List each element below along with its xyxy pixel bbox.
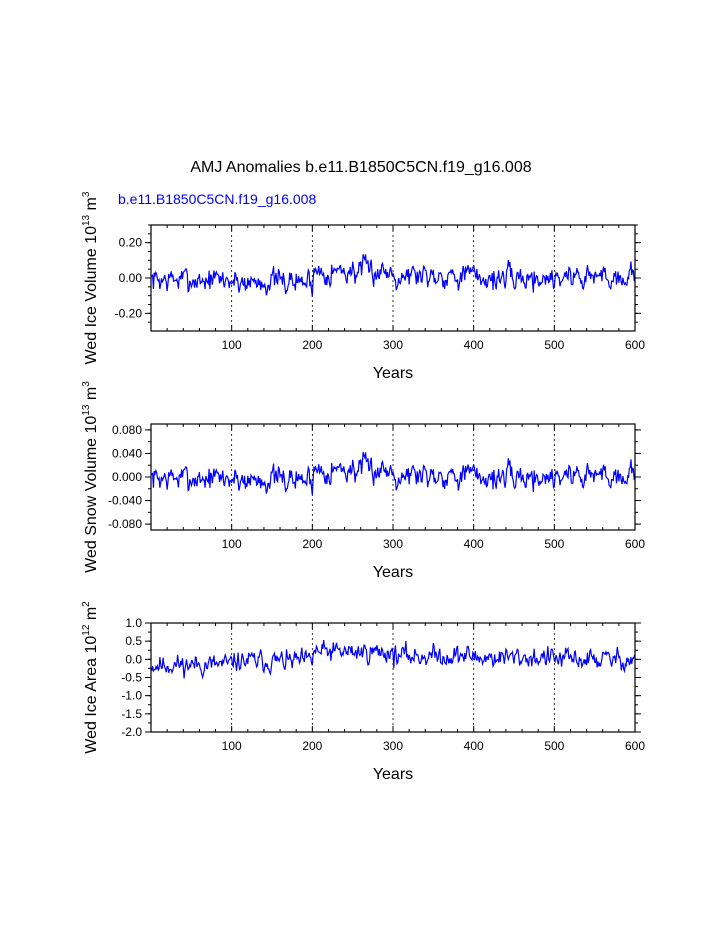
x-tick-label: 400 [464,537,484,551]
x-tick-label: 600 [625,739,645,753]
series-line-ice-volume [151,254,636,297]
y-tick-label: 0.20 [119,236,143,250]
y-tick-label: 0.040 [112,446,142,460]
y-tick-label: -0.20 [115,306,143,320]
chart-panels: 100 200 300 400 500 600 -0.20 0.00 0.20 Years Wed … [81,191,645,783]
y-axis-label-text: Wed Ice Volume 10 [83,226,100,365]
x-tick-label: 500 [544,739,564,753]
panel-ice-volume: 100 200 300 400 500 600 -0.20 0.00 0.20 Years Wed … [81,191,645,382]
x-tick-label: 200 [302,537,322,551]
y-axis-label-superscript: 13 [81,404,92,416]
x-tick-label: 500 [544,338,564,352]
y-axis-label-text: m [83,607,100,625]
x-tick-label: 200 [302,739,322,753]
x-tick-label: 300 [383,537,403,551]
x-tick-label: 400 [464,739,484,753]
x-tick-label: 600 [625,338,645,352]
y-tick-label: 0.080 [112,423,142,437]
y-axis-label-superscript: 3 [81,191,92,197]
y-axis-label-superscript: 13 [81,214,92,226]
y-tick-label: -1.5 [121,707,142,721]
y-tick-label: 0.00 [119,271,143,285]
x-tick-label: 300 [383,739,403,753]
y-axis-label-text: Wed Snow Volume 10 [83,416,100,573]
y-tick-label: -0.080 [108,517,142,531]
y-axis-label-superscript: 12 [81,624,92,636]
panel-ice-area: 100 200 300 400 500 600 -2.0 -1.5 -1.0 -0.5 0.0 0.5… [81,601,645,783]
x-tick-label: 100 [222,338,242,352]
y-axis-label-text: Wed Ice Area 10 [83,636,100,754]
y-tick-label: 1.0 [125,616,142,630]
y-tick-label: 0.0 [125,652,142,666]
x-axis-label: Years [373,766,413,783]
x-tick-label: 500 [544,537,564,551]
y-axis-label-superscript: 2 [81,601,92,607]
y-axis-label: Wed Ice Volume 1013 m3 [81,191,100,364]
x-tick-label: 200 [302,338,322,352]
x-tick-label: 100 [222,537,242,551]
x-axis-label: Years [373,564,413,581]
x-tick-label: 400 [464,338,484,352]
series-line-ice-area [151,640,636,680]
y-tick-label: -1.0 [121,689,142,703]
y-tick-label: -2.0 [121,725,142,739]
figure-title: AMJ Anomalies b.e11.B1850C5CN.f19_g16.00… [190,159,531,176]
y-tick-label: -0.040 [108,494,142,508]
figure-subtitle: b.e11.B1850C5CN.f19_g16.008 [118,191,316,207]
y-axis-label-superscript: 3 [81,381,92,387]
x-tick-label: 300 [383,338,403,352]
y-tick-label: -0.5 [121,671,142,685]
y-axis-label-text: m [83,197,100,215]
x-axis-label: Years [373,365,413,382]
y-axis-label: Wed Ice Area 1012 m2 [81,601,100,754]
y-axis-label-text: m [83,387,100,405]
y-tick-label: 0.5 [125,634,142,648]
x-tick-label: 100 [222,739,242,753]
panel-snow-volume: 100 200 300 400 500 600 -0.080 -0.040 0.000 0.040… [81,381,645,581]
y-axis-label: Wed Snow Volume 1013 m3 [81,381,100,573]
x-tick-label: 600 [625,537,645,551]
y-tick-label: 0.000 [112,470,142,484]
series-line-snow-volume [151,452,636,496]
